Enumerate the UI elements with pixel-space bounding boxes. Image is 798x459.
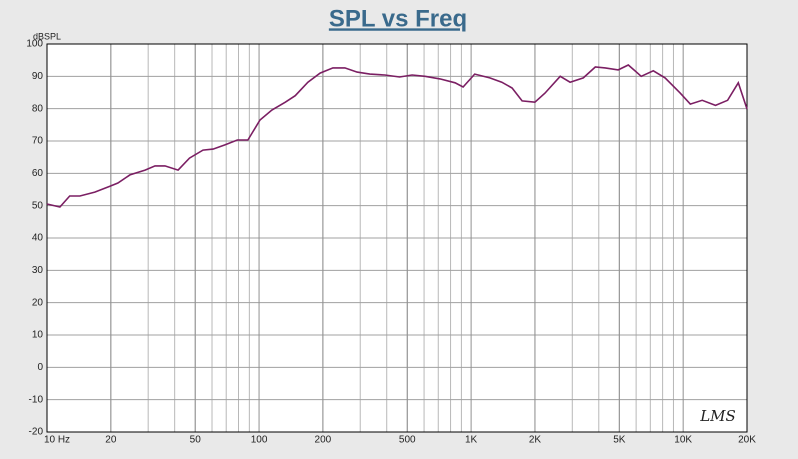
y-tick-label: 10 xyxy=(32,330,44,341)
x-tick-label: 10K xyxy=(674,435,692,446)
x-tick-label: 200 xyxy=(315,435,332,446)
y-tick-label: -20 xyxy=(29,427,44,438)
annotation: LMS xyxy=(699,407,736,425)
y-tick-label: 40 xyxy=(32,233,44,244)
x-tick-label: 20 xyxy=(105,435,117,446)
x-tick-label: 20K xyxy=(738,435,756,446)
spl-line xyxy=(46,64,748,208)
y-tick-label: -10 xyxy=(29,394,44,405)
y-tick-label: 90 xyxy=(32,71,44,82)
y-axis-label: dBSPL xyxy=(33,31,61,41)
x-tick-label: 10 Hz xyxy=(44,435,70,446)
x-tick-label: 1K xyxy=(465,435,478,446)
y-tick-label: 80 xyxy=(32,103,44,114)
y-tick-label: 0 xyxy=(37,362,43,373)
x-tick-label: 2K xyxy=(529,435,542,446)
x-tick-label: 5K xyxy=(613,435,626,446)
y-tick-label: 100 xyxy=(26,39,43,50)
x-tick-label: 100 xyxy=(251,435,268,446)
y-tick-label: 30 xyxy=(32,265,44,276)
x-tick-label: 500 xyxy=(399,435,416,446)
plot-border xyxy=(46,43,748,433)
y-tick-label: 60 xyxy=(32,168,44,179)
y-tick-label: 20 xyxy=(32,297,44,308)
chart-title: SPL vs Freq xyxy=(329,5,467,32)
y-tick-label: 70 xyxy=(32,136,44,147)
y-tick-label: 50 xyxy=(32,200,44,211)
x-tick-label: 50 xyxy=(190,435,202,446)
